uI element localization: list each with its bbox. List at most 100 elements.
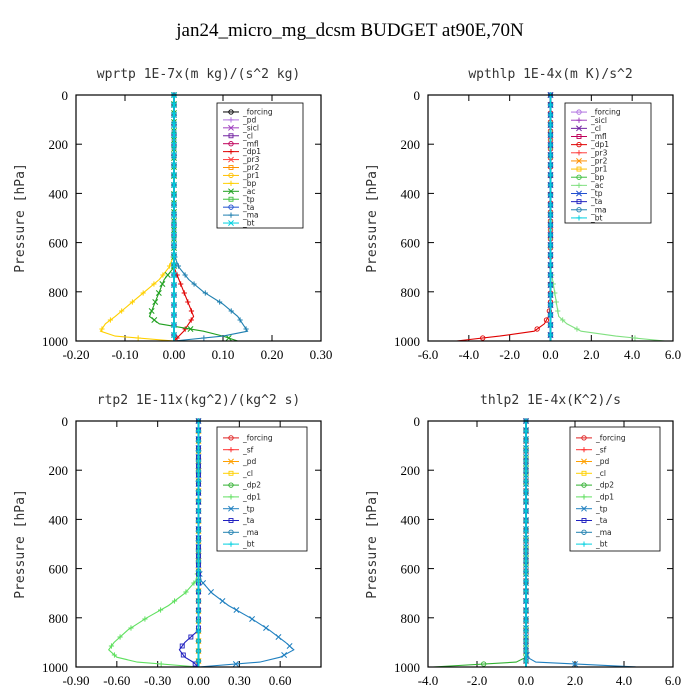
legend-marker	[581, 482, 587, 488]
y-tick-label: 200	[49, 463, 69, 478]
data-point	[188, 317, 194, 323]
data-point	[523, 528, 529, 534]
data-point	[523, 478, 529, 484]
panel-4: thlp2 1E-4x(K^2)/s Pressure [hPa] -4.0 -2.0…	[365, 393, 681, 688]
x-tick-label: 0.30	[310, 347, 333, 362]
legend-entry: _bp	[590, 173, 605, 182]
legend-marker	[228, 133, 234, 139]
panel-title: thlp2 1E-4x(K^2)/s	[480, 393, 621, 408]
legend-marker	[581, 529, 587, 535]
x-tick-label: -0.20	[62, 347, 89, 362]
data-point	[171, 182, 177, 188]
data-point	[195, 528, 202, 534]
legend-entry: _mfl	[590, 132, 607, 141]
legend-entry: _pr3	[242, 155, 260, 164]
data-point	[195, 438, 202, 444]
data-point	[195, 568, 202, 574]
series-line-dp1	[456, 95, 552, 342]
legend-marker	[228, 458, 234, 465]
data-point	[547, 202, 554, 208]
data-point	[543, 317, 550, 323]
y-tick-label: 800	[49, 611, 69, 626]
legend-marker	[228, 204, 234, 210]
data-point	[195, 488, 202, 494]
y-tick-label: 200	[49, 137, 69, 152]
data-point	[523, 588, 529, 594]
legend-marker	[576, 117, 582, 123]
figure-title: jan24_micro_mg_dcsm BUDGET at90E,70N	[176, 20, 524, 41]
data-point	[195, 548, 202, 554]
data-point	[547, 222, 554, 228]
x-tick-label: -0.90	[62, 673, 89, 688]
data-point	[523, 488, 529, 494]
data-point	[195, 608, 202, 614]
data-point	[195, 518, 202, 524]
data-point	[171, 142, 177, 148]
panel-title: wprtp 1E-7x(m kg)/(s^2 kg)	[97, 67, 301, 82]
data-point	[195, 658, 202, 664]
x-tick-label: -6.0	[418, 347, 439, 362]
data-point	[151, 317, 158, 323]
legend-entry: _cl	[242, 469, 253, 478]
data-point	[171, 262, 177, 268]
legend-box	[564, 102, 652, 224]
data-point	[523, 558, 529, 564]
data-point	[547, 102, 554, 108]
legend-entry: _sf	[595, 445, 607, 454]
legend-entry: _pd	[242, 116, 257, 125]
y-tick-label: 0	[62, 414, 69, 429]
legend-entry: _ta	[595, 516, 607, 525]
data-point	[171, 242, 177, 248]
y-tick-label: 0	[414, 88, 421, 103]
data-point	[174, 335, 180, 341]
data-point	[547, 152, 554, 158]
data-point	[286, 643, 293, 649]
series-line-dp1	[173, 95, 195, 342]
legend-marker	[576, 207, 582, 213]
legend-marker	[228, 149, 234, 155]
series-line-bp	[99, 95, 175, 342]
x-tick-label: 6.0	[665, 673, 681, 688]
series-markers-dp2	[481, 418, 529, 667]
data-point	[547, 252, 554, 258]
data-point	[195, 638, 202, 644]
legend: _forcing_sicl_cl_mfl_dp1_pr3_pr2_pr1_bp_…	[564, 102, 652, 224]
data-point	[547, 142, 554, 148]
legend-entry: _bt	[590, 214, 603, 223]
data-point	[171, 112, 177, 118]
data-point	[228, 308, 234, 314]
data-point	[523, 578, 529, 584]
legend-marker	[228, 141, 234, 147]
legend-entry: _dp1	[242, 147, 261, 156]
legend-entry: _pr2	[242, 163, 260, 172]
legend-entry: _tp	[242, 195, 255, 204]
data-point	[188, 308, 195, 314]
legend-marker	[581, 435, 587, 441]
data-point	[208, 589, 215, 595]
data-point	[523, 648, 529, 654]
data-point	[171, 598, 178, 604]
data-point	[275, 634, 282, 640]
panel-title: wpthlp 1E-4x(m K)/s^2	[468, 67, 632, 82]
data-point	[180, 652, 186, 658]
data-point	[523, 438, 529, 444]
legend-marker	[228, 447, 234, 453]
x-tick-label: 0.60	[269, 673, 292, 688]
data-point	[108, 643, 115, 649]
data-point	[237, 317, 243, 323]
data-point	[181, 290, 187, 296]
data-point	[171, 272, 177, 278]
data-point	[195, 478, 202, 484]
legend-marker	[228, 165, 234, 170]
x-tick-label: 0.30	[228, 673, 251, 688]
data-point	[195, 538, 202, 544]
y-tick-label: 1000	[394, 334, 420, 349]
legend-marker	[228, 220, 234, 226]
series-line-ta	[178, 421, 200, 668]
data-point	[195, 508, 202, 514]
series-markers-bp	[99, 92, 177, 341]
data-point	[171, 212, 177, 218]
legend-marker	[581, 505, 587, 512]
data-point	[534, 326, 540, 332]
data-point	[174, 272, 180, 278]
